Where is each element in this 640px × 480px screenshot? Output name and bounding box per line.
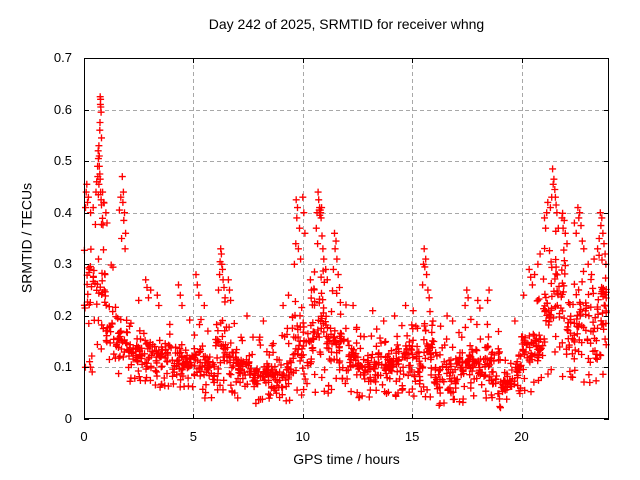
y-tick-label: 0.4 [53, 204, 72, 220]
y-tick-label: 0.7 [53, 50, 72, 65]
y-tick-label: 0.5 [53, 153, 72, 169]
x-tick-label: 15 [404, 429, 420, 444]
y-tick-label: 0.1 [53, 359, 72, 375]
x-tick-label: 0 [80, 429, 88, 444]
y-tick-label: 0.3 [53, 256, 72, 272]
plot-border [84, 58, 609, 419]
y-tick-label: 0 [64, 411, 72, 426]
y-tick-label: 0.2 [53, 307, 72, 323]
chart-title: Day 242 of 2025, SRMTID for receiver whn… [208, 16, 485, 32]
scatter-points [80, 93, 610, 412]
x-axis-label: GPS time / hours [293, 451, 400, 467]
y-axis-label: SRMTID / TECUs [18, 182, 35, 294]
y-tick-label: 0.6 [53, 101, 72, 117]
x-tick-label: 5 [189, 429, 197, 444]
x-tick-label: 10 [295, 429, 310, 444]
x-tick-label: 20 [514, 429, 529, 444]
